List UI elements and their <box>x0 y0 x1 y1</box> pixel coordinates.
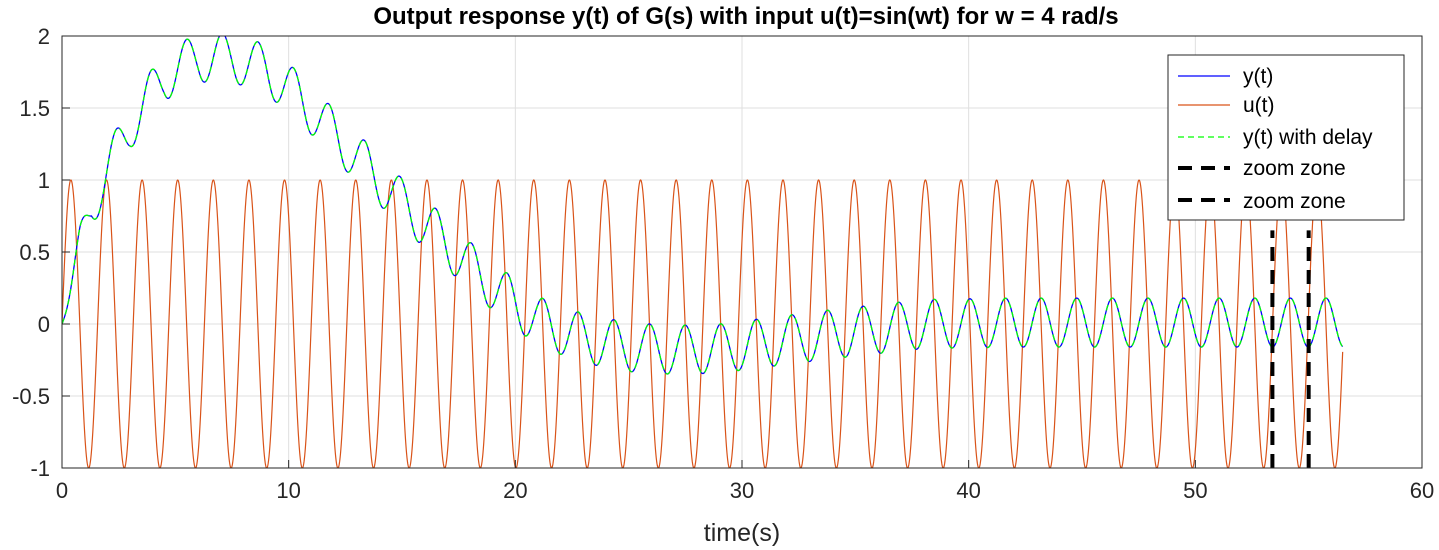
y-tick-label: 0.5 <box>19 240 50 265</box>
x-tick-label: 10 <box>276 478 300 503</box>
y-tick-label: -0.5 <box>12 384 50 409</box>
legend-entry-zoom-2: zoom zone <box>1243 190 1346 213</box>
y-axis: -1 -0.5 0 0.5 1 1.5 2 <box>12 24 70 481</box>
legend-entry-u: u(t) <box>1243 94 1275 117</box>
chart-title: Output response y(t) of G(s) with input … <box>373 3 1118 30</box>
x-axis-label: time(s) <box>704 519 780 547</box>
x-tick-label: 50 <box>1183 478 1207 503</box>
y-tick-label: -1 <box>30 456 50 481</box>
y-tick-label: 0 <box>38 312 50 337</box>
legend-entry-y: y(t) <box>1243 65 1273 88</box>
y-tick-label: 1.5 <box>19 96 50 121</box>
x-tick-label: 30 <box>730 478 754 503</box>
legend-box <box>1167 54 1405 221</box>
y-tick-label: 2 <box>38 24 50 49</box>
y-tick-label: 1 <box>38 168 50 193</box>
legend-entry-zoom-1: zoom zone <box>1243 157 1346 180</box>
x-tick-label: 40 <box>956 478 980 503</box>
series-layer <box>62 36 1344 468</box>
legend: y(t) u(t) y(t) with delay zoom zone zoom… <box>1167 54 1405 221</box>
x-tick-label: 0 <box>56 478 68 503</box>
x-axis: 0 10 20 30 40 50 60 <box>56 460 1434 503</box>
series-line-y <box>62 36 1344 375</box>
x-tick-label: 60 <box>1410 478 1434 503</box>
x-tick-label: 20 <box>503 478 527 503</box>
legend-entry-y-delay: y(t) with delay <box>1243 126 1373 149</box>
